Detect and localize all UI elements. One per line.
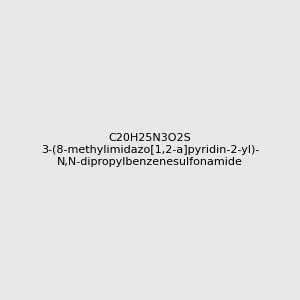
Text: C20H25N3O2S
3-(8-methylimidazo[1,2-a]pyridin-2-yl)-
N,N-dipropylbenzenesulfonami: C20H25N3O2S 3-(8-methylimidazo[1,2-a]pyr… (41, 134, 259, 166)
